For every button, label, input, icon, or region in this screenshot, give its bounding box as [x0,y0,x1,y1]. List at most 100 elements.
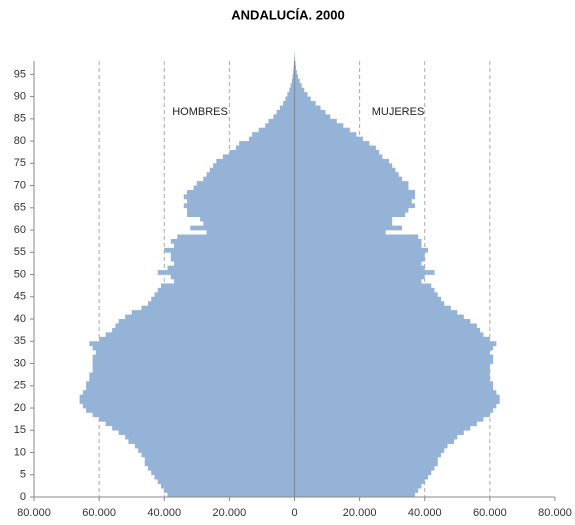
bar [294,261,422,266]
bar [294,172,399,177]
bar [294,181,409,186]
bar [160,483,295,489]
y-tick-label: 60 [14,224,26,236]
bar [294,270,435,275]
bar [209,167,295,173]
bar [200,216,295,222]
bar [294,488,419,493]
bar [294,74,299,80]
bar [92,367,295,373]
bar [294,430,464,436]
bar [294,154,383,160]
bar [279,105,295,111]
x-tick-label: 80.000 [17,507,51,519]
bar [294,234,419,240]
bar [154,292,295,298]
bar [294,256,425,262]
bar [294,461,438,467]
bar [294,287,435,293]
bar [294,483,422,489]
y-tick-label: 35 [14,335,26,347]
bar [154,474,295,480]
x-tick-label: 60.000 [473,507,507,519]
bar [258,127,295,133]
y-tick-label: 30 [14,357,26,369]
bar [235,145,295,151]
bar [268,118,295,124]
bar [115,323,295,329]
bar [105,332,295,338]
bar [294,452,442,458]
bar [294,65,296,71]
bar [294,207,409,213]
bar [294,105,321,111]
bar [86,385,295,391]
bar [79,399,295,404]
bar [187,198,295,204]
y-tick-label: 55 [14,246,26,258]
bar [147,465,295,471]
bar [125,434,295,440]
x-tick-label: 60.000 [82,507,116,519]
bar [92,354,295,360]
bar [294,332,484,338]
bar [294,345,494,351]
bar [294,225,402,231]
bar [294,425,471,431]
x-tick-label: 40.000 [147,507,181,519]
y-tick-label: 15 [14,424,26,436]
bar [147,301,295,306]
bar [187,207,295,213]
bar [183,203,295,209]
bar [213,163,295,169]
bar [174,279,295,284]
bar [128,439,295,444]
bar [118,319,295,324]
bar [294,492,415,498]
y-tick-label: 90 [14,90,26,102]
bar [294,158,389,164]
bar [294,448,445,453]
bar [273,114,295,120]
bar [95,350,295,355]
bar [151,296,295,302]
bar [131,310,295,315]
bar [294,439,455,444]
bar [294,216,393,222]
bar [174,261,295,266]
bar [206,230,295,235]
bar [294,323,477,329]
bar [294,96,311,102]
annotation: HOMBRES [172,106,228,118]
bar [294,434,458,440]
bar [294,408,494,413]
bar [138,448,295,453]
y-tick-label: 85 [14,113,26,125]
bar [294,265,425,271]
bar [294,443,448,449]
bar [294,465,435,471]
bar [294,390,497,395]
bar [99,416,295,422]
bar [170,256,295,262]
bar [294,385,494,391]
bar [86,381,295,387]
bar [294,479,425,484]
bar [294,141,370,146]
bar [151,470,295,476]
x-tick-label: 20.000 [343,507,377,519]
bar [89,376,295,382]
bar [294,381,494,387]
bar [86,408,295,413]
y-tick-label: 75 [14,157,26,169]
bar [294,363,490,369]
bar [239,141,295,146]
x-tick-label: 0 [291,507,297,519]
bar [248,136,295,142]
bar [92,359,295,364]
bar [294,78,300,84]
bar [294,470,432,476]
bar [144,461,295,467]
y-tick-label: 40 [14,313,26,325]
bar [89,341,295,347]
